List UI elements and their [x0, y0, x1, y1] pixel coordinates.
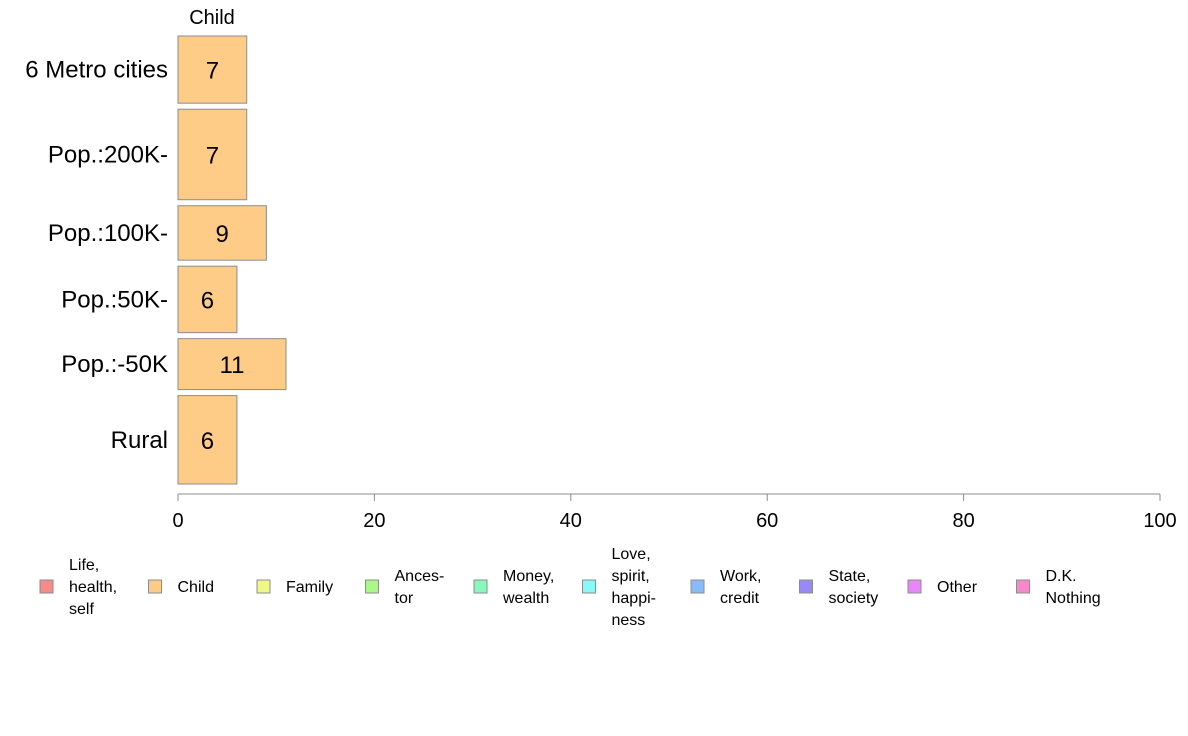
category-label: Pop.:50K-	[61, 286, 168, 313]
x-tick-label: 80	[952, 510, 974, 532]
category-label: Pop.:100K-	[48, 220, 168, 247]
value-label: 9	[216, 221, 229, 248]
legend-swatch	[365, 579, 379, 594]
x-axis: 0 20 40 60 80 100	[172, 493, 1177, 532]
bar	[177, 108, 248, 201]
legend-label: Ances-tor	[395, 568, 445, 607]
bar	[177, 395, 238, 485]
legend-item: Other	[907, 579, 978, 596]
legend-item: Family	[256, 579, 333, 596]
legend: Life, health, self Child Family Ances-tor Mone…	[39, 546, 1101, 629]
legend-label: Other	[937, 579, 978, 596]
x-tick-label: 100	[1143, 510, 1176, 532]
legend-label: Love, spirit, happi-ness	[612, 546, 656, 629]
category-label: Pop.:-50K	[61, 351, 168, 378]
bar	[177, 205, 267, 261]
bar	[177, 265, 238, 334]
legend-item: State, society	[799, 568, 879, 607]
legend-swatch	[907, 579, 922, 594]
legend-label: D.K. Nothing	[1046, 568, 1101, 607]
legend-label: Life, health, self	[69, 557, 117, 618]
legend-swatch	[799, 579, 813, 594]
legend-label: State, society	[829, 568, 879, 607]
legend-label: Child	[178, 579, 214, 596]
series-title: Child	[189, 7, 235, 29]
category-label: Rural	[111, 427, 168, 454]
legend-swatch	[148, 579, 162, 594]
category-label: 6 Metro cities	[25, 57, 168, 84]
legend-item: Child	[148, 579, 214, 596]
x-tick-label: 0	[172, 510, 183, 532]
value-label: 6	[201, 428, 214, 455]
bar	[177, 338, 287, 391]
x-tick-label: 20	[363, 510, 385, 532]
legend-item: Life, health, self	[39, 557, 117, 618]
legend-label: Family	[286, 579, 333, 596]
legend-item: Work, credit	[690, 568, 761, 607]
category-label: Pop.:200K-	[48, 141, 168, 168]
x-tick-label: 60	[756, 510, 778, 532]
legend-label: Work, credit	[720, 568, 761, 607]
legend-item: Love, spirit, happi-ness	[582, 546, 656, 629]
legend-item: D.K. Nothing	[1016, 568, 1101, 607]
bars: 7 6 Metro cities 7 Pop.:200K- 9 Pop.:100K- 6 Po…	[25, 35, 287, 485]
bar	[177, 35, 248, 104]
legend-swatch	[256, 579, 271, 594]
legend-swatch	[39, 579, 54, 594]
value-label: 6	[201, 287, 214, 314]
legend-swatch	[1016, 579, 1030, 594]
legend-label: Money, wealth	[502, 568, 554, 607]
legend-item: Ances-tor	[365, 568, 445, 607]
legend-item: Money, wealth	[473, 568, 554, 607]
legend-swatch	[690, 579, 705, 594]
x-tick-label: 40	[560, 510, 582, 532]
value-label: 7	[206, 142, 219, 169]
legend-swatch	[582, 579, 596, 594]
legend-swatch	[473, 579, 488, 594]
value-label: 7	[206, 58, 219, 85]
value-label: 11	[220, 352, 245, 379]
